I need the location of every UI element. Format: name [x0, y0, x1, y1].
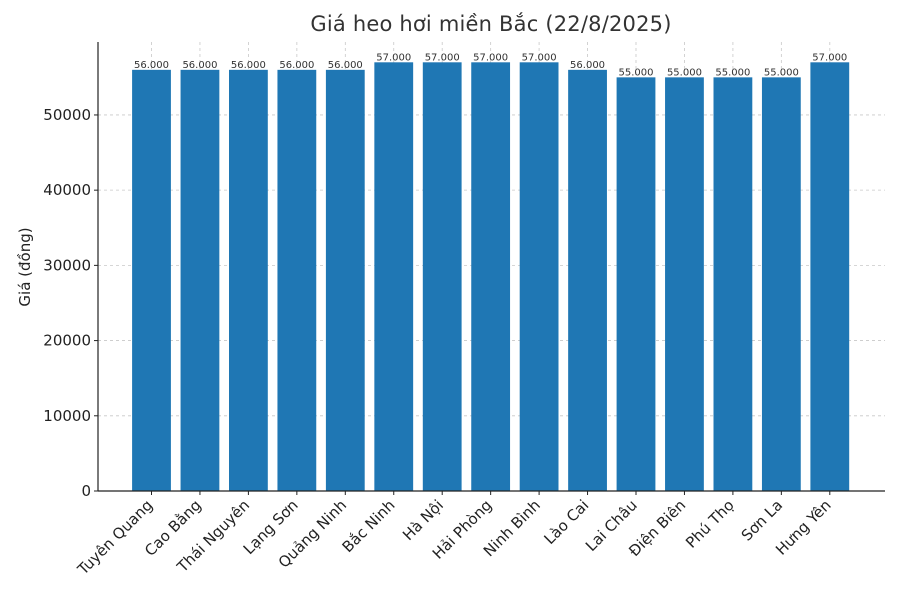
x-tick-label: Phú Thọ	[682, 496, 738, 552]
x-tick-label: Tuyên Quang	[73, 496, 156, 579]
bar	[180, 69, 220, 492]
y-tick-label: 40000	[43, 181, 91, 199]
bar	[374, 62, 414, 492]
bar	[132, 69, 171, 492]
y-tick-label: 50000	[43, 106, 91, 124]
bar-data-label: 56.000	[231, 60, 266, 71]
y-tick-label: 30000	[43, 256, 91, 274]
y-tick-label: 20000	[43, 332, 91, 350]
x-tick-label: Sơn La	[738, 496, 786, 544]
bar	[568, 69, 607, 492]
bar-data-label: 55.000	[715, 67, 750, 78]
bar-data-label: 56.000	[182, 60, 217, 71]
bar-data-label: 57.000	[522, 52, 557, 63]
y-tick-label: 10000	[43, 407, 91, 425]
bars	[132, 62, 850, 492]
bar-data-label: 55.000	[667, 67, 702, 78]
bar	[229, 69, 268, 492]
bar	[519, 62, 559, 492]
bar	[713, 77, 753, 491]
chart-title: Giá heo hơi miền Bắc (22/8/2025)	[310, 12, 672, 36]
bar-data-label: 55.000	[764, 67, 799, 78]
bar	[616, 77, 656, 491]
bar-data-label: 56.000	[570, 60, 605, 71]
bar	[471, 62, 511, 492]
bar	[810, 62, 850, 492]
bar-data-label: 57.000	[473, 52, 508, 63]
bar-data-label: 55.000	[619, 67, 654, 78]
y-tick-labels: 0 10000 20000 30000 40000 50000	[43, 106, 98, 500]
bar	[277, 69, 317, 492]
bar	[422, 62, 462, 492]
bar	[761, 77, 801, 491]
bar-data-label: 56.000	[328, 60, 363, 71]
bar-data-label: 56.000	[279, 60, 314, 71]
y-axis-label: Giá (đồng)	[16, 227, 34, 306]
bar-data-label: 57.000	[376, 52, 411, 63]
y-tick-label: 0	[81, 482, 91, 500]
bar-data-label: 57.000	[812, 52, 847, 63]
bar	[325, 69, 365, 492]
bar	[665, 77, 704, 491]
bar-data-label: 56.000	[134, 60, 169, 71]
x-tick-label: Bắc Ninh	[339, 496, 399, 556]
bar-data-label: 57.000	[425, 52, 460, 63]
data-labels: 56.000 56.000 56.000 56.000 56.000 57.000 57.0…	[134, 52, 847, 78]
x-tick-label: Hà Nội	[399, 496, 447, 544]
